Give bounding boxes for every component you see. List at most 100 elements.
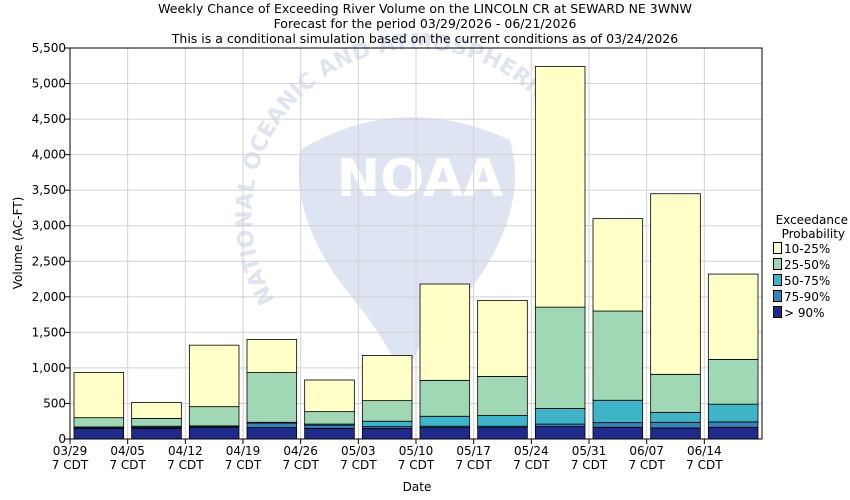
bar-segment xyxy=(361,427,413,440)
bar-segment xyxy=(304,379,355,413)
x-axis-label: Date xyxy=(403,480,432,494)
x-tick-label: 03/29 xyxy=(53,444,88,458)
bar-segment xyxy=(304,411,355,425)
bar-segment xyxy=(361,400,413,422)
x-tick-label-time: 7 CDT xyxy=(455,458,492,472)
bar-segment xyxy=(477,415,528,427)
bar-segment xyxy=(246,422,298,429)
x-tick-label: 06/07 xyxy=(629,444,664,458)
bar-segment xyxy=(188,426,240,440)
x-tick-label: 05/17 xyxy=(456,444,491,458)
bar-segment xyxy=(592,422,644,428)
bar-segment xyxy=(477,299,528,377)
bar-segment xyxy=(650,427,701,440)
x-tick-label: 04/26 xyxy=(283,444,318,458)
bar-segment xyxy=(73,417,125,428)
x-tick-label-time: 7 CDT xyxy=(282,458,319,472)
legend-item: 10-25% xyxy=(773,242,830,256)
y-axis-label: Volume (AC-FT) xyxy=(11,197,25,290)
bar-segment xyxy=(361,355,413,402)
bar-segment xyxy=(188,344,240,408)
y-tick-label: 5,500 xyxy=(32,41,66,55)
bar-segment xyxy=(419,379,471,417)
x-tick-label: 05/31 xyxy=(572,444,607,458)
legend-swatch xyxy=(773,306,782,318)
x-tick-label-time: 7 CDT xyxy=(52,458,89,472)
legend-title-line2: Probability xyxy=(781,227,845,241)
y-tick-label: 5,000 xyxy=(32,77,66,91)
y-tick-label: 2,500 xyxy=(32,254,66,268)
legend-swatch xyxy=(773,242,782,254)
bar-segment xyxy=(361,420,413,427)
bar-segment xyxy=(246,427,298,440)
bar-segment xyxy=(707,403,759,423)
bar-segment xyxy=(650,373,701,413)
legend-item: 75-90% xyxy=(773,290,830,304)
bar-segment xyxy=(131,427,182,440)
bar-segment xyxy=(188,406,240,427)
bar-segment xyxy=(534,66,586,308)
bar-segment xyxy=(534,408,586,425)
bar-segment xyxy=(304,424,355,429)
bar-segment xyxy=(650,411,701,423)
bar-segment xyxy=(73,427,125,440)
x-tick-label: 05/03 xyxy=(341,444,376,458)
y-tick-label: 3,000 xyxy=(32,219,66,233)
bar-segment xyxy=(304,427,355,440)
bar-segment xyxy=(419,415,471,427)
bar-segment xyxy=(592,399,644,424)
x-tick-label-time: 7 CDT xyxy=(628,458,665,472)
bar-segment xyxy=(707,358,759,405)
y-tick-label: 2,000 xyxy=(32,290,66,304)
x-tick-label: 05/10 xyxy=(399,444,434,458)
bar-segment xyxy=(707,421,759,428)
chart-subtitle-conditions: This is a conditional simulation based o… xyxy=(171,31,679,46)
x-tick-label-time: 7 CDT xyxy=(340,458,377,472)
legend-swatch xyxy=(773,290,782,302)
y-tick-label: 500 xyxy=(43,396,66,410)
x-tick-label: 04/05 xyxy=(110,444,145,458)
y-tick-label: 3,500 xyxy=(32,183,66,197)
chart-title: Weekly Chance of Exceeding River Volume … xyxy=(158,1,692,16)
y-tick-label: 4,000 xyxy=(32,148,66,162)
x-tick-label-time: 7 CDT xyxy=(225,458,262,472)
y-tick-label: 0 xyxy=(58,432,66,446)
bar-segment xyxy=(534,306,586,409)
bar-segment xyxy=(592,426,644,440)
legend-label: 10-25% xyxy=(784,242,831,256)
y-tick-label: 4,500 xyxy=(32,112,66,126)
legend-label: > 90% xyxy=(784,306,825,320)
x-tick-label-time: 7 CDT xyxy=(109,458,146,472)
noaa-watermark-logo: NOAA xyxy=(337,149,504,209)
bar-segment xyxy=(131,417,182,427)
bar-segment xyxy=(419,427,471,440)
bar-segment xyxy=(650,193,701,375)
x-tick-label-time: 7 CDT xyxy=(513,458,550,472)
x-tick-label: 05/24 xyxy=(514,444,549,458)
legend-label: 75-90% xyxy=(784,290,831,304)
y-tick-label: 1,500 xyxy=(32,325,66,339)
bar-segment xyxy=(477,427,528,440)
x-tick-label-time: 7 CDT xyxy=(571,458,608,472)
plot-frame xyxy=(69,47,763,440)
legend-label: 50-75% xyxy=(784,274,831,288)
y-tick-label: 1,000 xyxy=(32,361,66,375)
legend-swatch xyxy=(773,258,782,270)
x-tick-label: 04/19 xyxy=(226,444,261,458)
x-tick-label-time: 7 CDT xyxy=(686,458,723,472)
bar-segment xyxy=(707,426,759,440)
x-tick-label: 04/12 xyxy=(168,444,203,458)
bar-segment xyxy=(534,426,586,440)
bar-segment xyxy=(73,372,125,419)
chart-subtitle-period: Forecast for the period 03/29/2026 - 06/… xyxy=(273,16,577,31)
legend-item: 50-75% xyxy=(773,274,830,288)
bar-segment xyxy=(419,283,471,381)
bar-segment xyxy=(592,218,644,312)
noaa-watermark-emblem xyxy=(298,117,515,380)
legend-swatch xyxy=(773,274,782,286)
bar-segment xyxy=(592,310,644,401)
bar-segment xyxy=(707,273,759,360)
bar-segment xyxy=(246,372,298,423)
legend-title-line1: Exceedance xyxy=(775,213,848,227)
